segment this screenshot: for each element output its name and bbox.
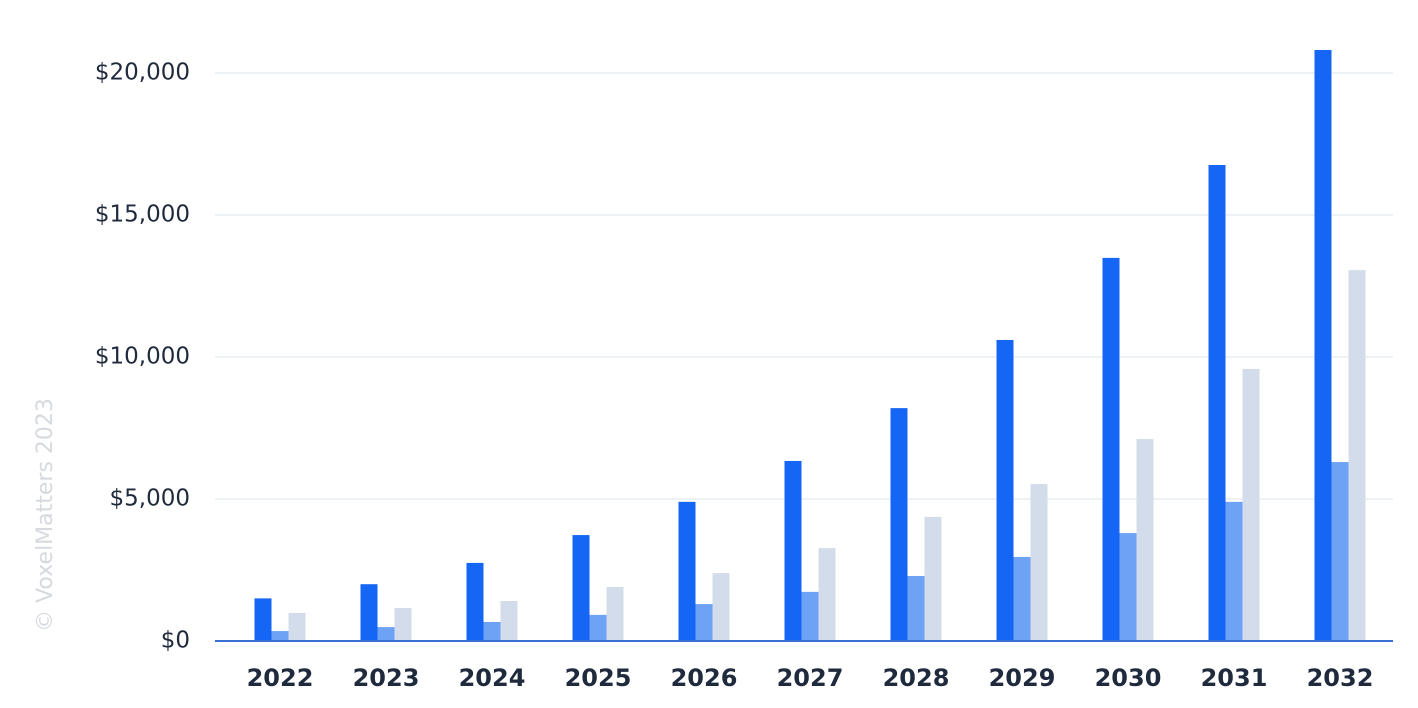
y-tick-label: $10,000 (95, 344, 190, 370)
x-tick-label: 2029 (989, 664, 1056, 692)
bar (784, 460, 802, 641)
bar (360, 584, 378, 641)
watermark: © VoxelMatters 2023 (33, 398, 58, 632)
bar (712, 573, 730, 641)
bar (466, 562, 484, 641)
bar (377, 627, 395, 641)
bar (271, 631, 289, 641)
bar (500, 600, 518, 641)
bar (288, 612, 306, 641)
bar (572, 535, 590, 641)
bar (801, 591, 819, 641)
y-tick-label: $15,000 (95, 202, 190, 228)
bar (907, 575, 925, 641)
bar (1136, 439, 1154, 641)
bar (924, 516, 942, 641)
bar (483, 621, 501, 641)
bar (1208, 165, 1226, 642)
x-tick-label: 2023 (353, 664, 420, 692)
bar (254, 598, 272, 641)
x-tick-label: 2030 (1095, 664, 1162, 692)
bar (1331, 462, 1349, 641)
bar (394, 608, 412, 641)
bar (678, 501, 696, 641)
bar (1102, 257, 1120, 641)
y-tick-label: $5,000 (110, 486, 190, 512)
x-tick-label: 2026 (671, 664, 738, 692)
bar (589, 614, 607, 641)
bar (1119, 533, 1137, 641)
y-tick-label: $20,000 (95, 60, 190, 86)
x-tick-label: 2022 (247, 664, 314, 692)
bar (1242, 368, 1260, 641)
bar (818, 548, 836, 641)
bar (996, 339, 1014, 641)
x-tick-label: 2025 (565, 664, 632, 692)
bar (1030, 483, 1048, 641)
bar (1225, 501, 1243, 641)
x-tick-label: 2024 (459, 664, 526, 692)
x-tick-label: 2031 (1201, 664, 1268, 692)
y-tick-label: $0 (161, 628, 190, 654)
bar (1348, 270, 1366, 641)
x-tick-label: 2028 (883, 664, 950, 692)
x-tick-label: 2027 (777, 664, 844, 692)
bar (695, 604, 713, 641)
x-tick-label: 2032 (1307, 664, 1374, 692)
bar (606, 587, 624, 641)
bar (1314, 49, 1332, 642)
bar (890, 408, 908, 641)
bar (1013, 556, 1031, 641)
